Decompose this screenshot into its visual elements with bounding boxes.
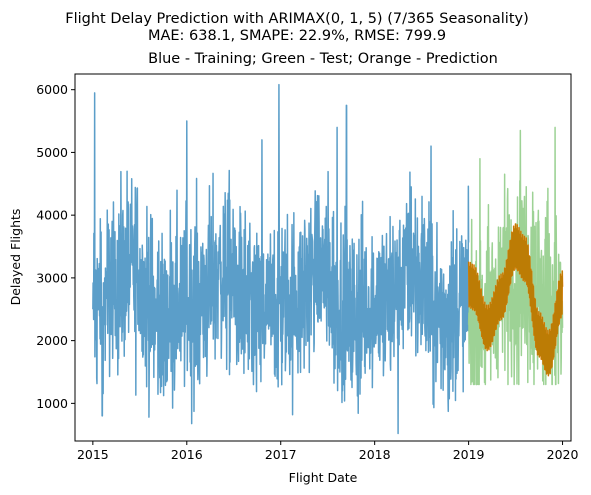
chart-title-line1: Flight Delay Prediction with ARIMAX(0, 1… <box>65 11 529 27</box>
y-tick-label: 2000 <box>36 333 68 348</box>
x-tick-label: 2016 <box>171 447 203 462</box>
y-tick-label: 3000 <box>36 270 68 285</box>
x-axis-label: Flight Date <box>289 470 358 485</box>
chart-subtitle: Blue - Training; Green - Test; Orange - … <box>148 51 498 67</box>
x-tick-label: 2015 <box>77 447 109 462</box>
chart-title-line2: MAE: 638.1, SMAPE: 22.9%, RMSE: 799.9 <box>148 28 446 44</box>
plot-frame <box>74 73 572 442</box>
x-tick-label: 2020 <box>547 447 579 462</box>
series-layer <box>92 83 564 435</box>
y-axis: 1000 2000 3000 4000 5000 6000 <box>36 82 75 411</box>
x-tick-label: 2019 <box>453 447 485 462</box>
x-tick-label: 2018 <box>359 447 391 462</box>
y-axis-label: Delayed Flights <box>8 209 23 306</box>
plot-area <box>74 73 572 442</box>
y-tick-label: 1000 <box>36 396 68 411</box>
series-prediction-overlap <box>468 223 564 377</box>
series-training-line <box>92 83 470 435</box>
y-tick-label: 5000 <box>36 145 68 160</box>
y-tick-label: 4000 <box>36 208 68 223</box>
x-tick-label: 2017 <box>265 447 297 462</box>
y-tick-label: 6000 <box>36 82 68 97</box>
x-axis: 2015 2016 2017 2018 2019 2020 <box>77 441 579 462</box>
